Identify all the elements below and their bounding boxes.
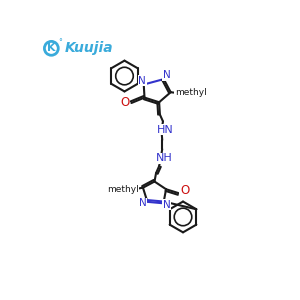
Text: N: N <box>138 76 146 86</box>
Text: N: N <box>163 70 171 80</box>
Text: K: K <box>47 43 56 53</box>
Text: O: O <box>180 184 189 197</box>
Text: methyl: methyl <box>175 88 207 97</box>
Text: NH: NH <box>156 153 173 164</box>
Text: O: O <box>121 97 130 110</box>
Text: methyl: methyl <box>107 185 139 194</box>
Text: °: ° <box>58 38 62 47</box>
Text: N: N <box>139 198 147 208</box>
Text: Kuujia: Kuujia <box>65 40 114 55</box>
Text: N: N <box>163 200 171 210</box>
Text: HN: HN <box>157 125 174 135</box>
